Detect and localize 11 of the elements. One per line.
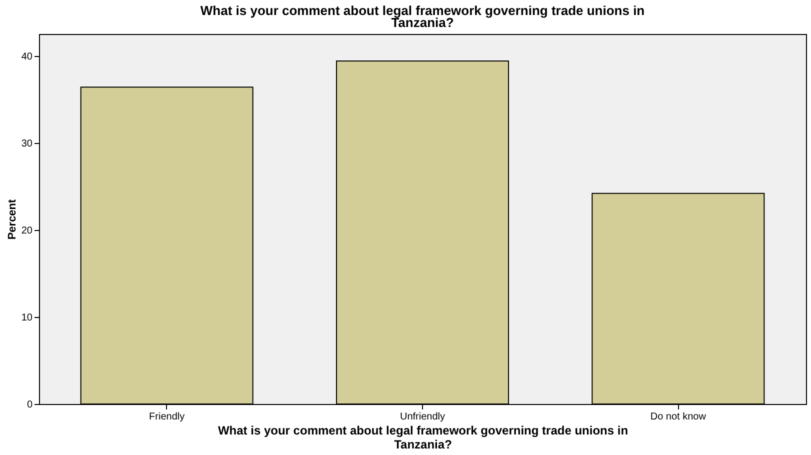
x-tick-label: Friendly [149,412,185,422]
y-tick-label: 30 [21,138,33,150]
y-axis-title: Percent [6,198,18,240]
x-axis-title: What is your comment about legal framework governing trade unions in Tanzania? [218,424,628,452]
chart-title: What is your comment about legal framework governing trade unions in Tanzania? [200,3,645,30]
y-tick-label: 20 [21,225,33,236]
y-tick-label: 40 [21,51,33,62]
x-tick-label: Do not know [650,412,707,422]
x-tick-label: Unfriendly [400,412,446,422]
y-tick-label: 10 [21,312,33,324]
y-tick-label: 0 [26,400,33,410]
